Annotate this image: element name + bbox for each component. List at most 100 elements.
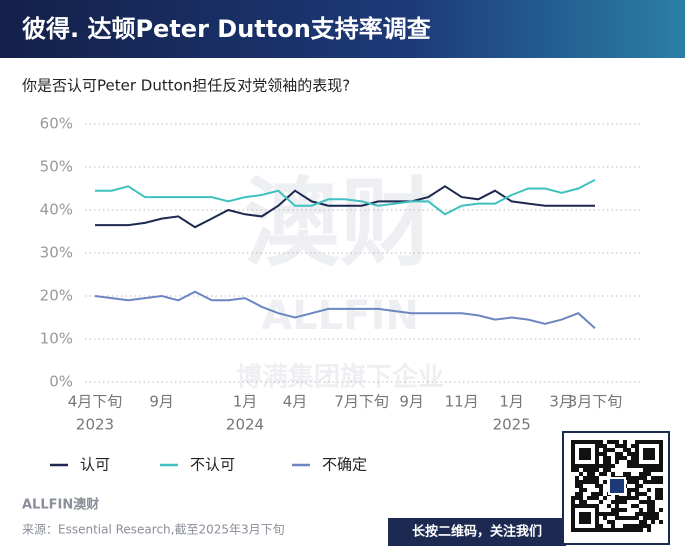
source: 来源：Essential Research,截至2025年3月下旬 bbox=[22, 523, 285, 537]
qr-cell bbox=[619, 500, 623, 504]
qr-cell bbox=[627, 460, 631, 464]
qr-cell bbox=[599, 464, 603, 468]
qr-cell bbox=[623, 496, 627, 500]
qr-cell bbox=[623, 444, 627, 448]
qr-cell bbox=[599, 512, 603, 516]
x-tick-label: 9月 bbox=[149, 393, 174, 411]
y-tick-label: 30% bbox=[40, 244, 73, 262]
series-line bbox=[95, 185, 595, 229]
qr-cell bbox=[575, 492, 579, 496]
qr-cell bbox=[575, 480, 579, 484]
qr-cell bbox=[627, 464, 631, 468]
qr-cell bbox=[643, 512, 647, 516]
qr-finder bbox=[635, 440, 663, 468]
qr-cell bbox=[579, 480, 583, 484]
qr-cell bbox=[579, 488, 583, 492]
qr-cell bbox=[583, 468, 587, 472]
qr-cell bbox=[583, 476, 587, 480]
qr-cell bbox=[603, 480, 607, 484]
qr-cell bbox=[647, 512, 651, 516]
qr-cell bbox=[639, 476, 643, 480]
qr-cell bbox=[603, 516, 607, 520]
qr-logo bbox=[608, 477, 626, 495]
qr-cell bbox=[643, 520, 647, 524]
qr-cell bbox=[615, 512, 619, 516]
header-bar bbox=[0, 0, 685, 58]
qr-cell bbox=[627, 524, 631, 528]
qr-cell bbox=[575, 476, 579, 480]
qr-cell bbox=[623, 472, 627, 476]
series-line bbox=[94, 290, 596, 330]
logo: ALLFIN澳财 bbox=[22, 497, 99, 513]
y-tick-label: 0% bbox=[49, 373, 73, 391]
qr-cell bbox=[631, 528, 635, 532]
qr-cell bbox=[631, 524, 635, 528]
x-tick-label: 7月下旬 bbox=[334, 393, 389, 411]
qr-cell bbox=[651, 500, 655, 504]
chart-subtitle: 你是否认可Peter Dutton担任反对党领袖的表现? bbox=[22, 77, 350, 95]
qr-cell bbox=[651, 504, 655, 508]
qr-cell bbox=[647, 508, 651, 512]
qr-cell bbox=[631, 480, 635, 484]
qr-cell bbox=[603, 456, 607, 460]
qr-cell bbox=[659, 468, 663, 472]
qr-cell bbox=[631, 504, 635, 508]
qr-cell bbox=[611, 464, 615, 468]
qr-cell bbox=[635, 488, 639, 492]
x-tick-label: 4月 bbox=[283, 393, 308, 411]
qr-cell bbox=[635, 504, 639, 508]
qr-cell bbox=[619, 528, 623, 532]
y-tick-label: 60% bbox=[40, 115, 73, 133]
qr-cell bbox=[647, 528, 651, 532]
qr-cell bbox=[639, 512, 643, 516]
qr-cell bbox=[599, 528, 603, 532]
qr-cell bbox=[651, 512, 655, 516]
qr-cell bbox=[611, 524, 615, 528]
qr-cell bbox=[643, 524, 647, 528]
legend-label: 认可 bbox=[80, 456, 110, 474]
qr-cell bbox=[591, 476, 595, 480]
qr-cell bbox=[619, 444, 623, 448]
qr-cell bbox=[627, 448, 631, 452]
qr-cell bbox=[619, 508, 623, 512]
qr-cell bbox=[619, 496, 623, 500]
qr-cell bbox=[635, 492, 639, 496]
qr-cell bbox=[611, 472, 615, 476]
qr-cell bbox=[607, 520, 611, 524]
qr-cell bbox=[623, 456, 627, 460]
qr-cell bbox=[635, 480, 639, 484]
qr-cell bbox=[631, 516, 635, 520]
qr-cell bbox=[587, 468, 591, 472]
qr-cell bbox=[599, 444, 603, 448]
qr-cell bbox=[623, 440, 627, 444]
y-tick-label: 10% bbox=[40, 330, 73, 348]
qr-cell bbox=[607, 448, 611, 452]
qr-cell bbox=[659, 476, 663, 480]
qr-cell bbox=[595, 484, 599, 488]
qr-cell bbox=[623, 524, 627, 528]
x-tick-label: 11月 bbox=[445, 393, 479, 411]
qr-cell bbox=[651, 520, 655, 524]
qr-cell bbox=[615, 528, 619, 532]
qr-cell bbox=[659, 496, 663, 500]
qr-cell bbox=[603, 528, 607, 532]
qr-cell bbox=[623, 516, 627, 520]
x-tick-label: 4月下旬 bbox=[68, 393, 123, 411]
qr-cell bbox=[627, 480, 631, 484]
qr-cell bbox=[639, 484, 643, 488]
qr-cell bbox=[615, 452, 619, 456]
qr-cell bbox=[571, 496, 575, 500]
qr-cell bbox=[619, 456, 623, 460]
qr-cell bbox=[587, 496, 591, 500]
qr-cell bbox=[575, 484, 579, 488]
qr-finder bbox=[579, 448, 591, 460]
qr-cell bbox=[619, 516, 623, 520]
qr-cell bbox=[635, 476, 639, 480]
qr-cell bbox=[579, 484, 583, 488]
qr-cell bbox=[659, 488, 663, 492]
qr-cell bbox=[587, 472, 591, 476]
qr-cell bbox=[631, 444, 635, 448]
qr-cell bbox=[643, 480, 647, 484]
qr-cell bbox=[591, 496, 595, 500]
qr-cell bbox=[595, 496, 599, 500]
